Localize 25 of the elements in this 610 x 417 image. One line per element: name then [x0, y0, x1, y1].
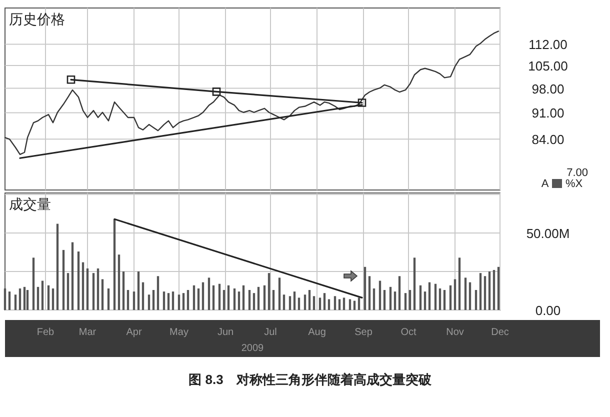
x-tick-label: May: [170, 327, 188, 338]
y-tick-label: 50.00M: [526, 226, 570, 242]
x-tick-label: Sep: [354, 327, 373, 338]
x-tick-label: Feb: [36, 327, 55, 338]
x-tick-label: Nov: [446, 327, 464, 338]
y-tick-label: 105.00: [528, 58, 568, 74]
y-tick-label: 91.00: [532, 106, 564, 121]
y-tick-label: 84.00: [532, 132, 564, 148]
y-tick-label: 0.00: [535, 303, 561, 318]
chart-title: 成交量: [9, 196, 51, 212]
x-tick-label: Jul: [264, 327, 277, 338]
x-tick-label: Oct: [400, 327, 416, 338]
x-tick-label: Aug: [308, 327, 326, 338]
x-axis-title: 2009: [241, 343, 264, 354]
chart-title: 历史价格: [9, 11, 65, 27]
text: %X: [565, 178, 584, 190]
caption: 图 8.3 对称性三角形伴随着高成交量突破: [188, 372, 432, 387]
text: A: [541, 178, 550, 190]
x-tick-label: Jun: [217, 327, 234, 338]
y-tick-label: 98.00: [532, 81, 564, 96]
y-tick-label: 112.00: [528, 37, 568, 52]
x-tick-label: Mar: [78, 327, 97, 338]
x-tick-label: Apr: [126, 327, 142, 338]
x-tick-label: Dec: [491, 327, 509, 338]
text: 7.00: [566, 167, 588, 179]
